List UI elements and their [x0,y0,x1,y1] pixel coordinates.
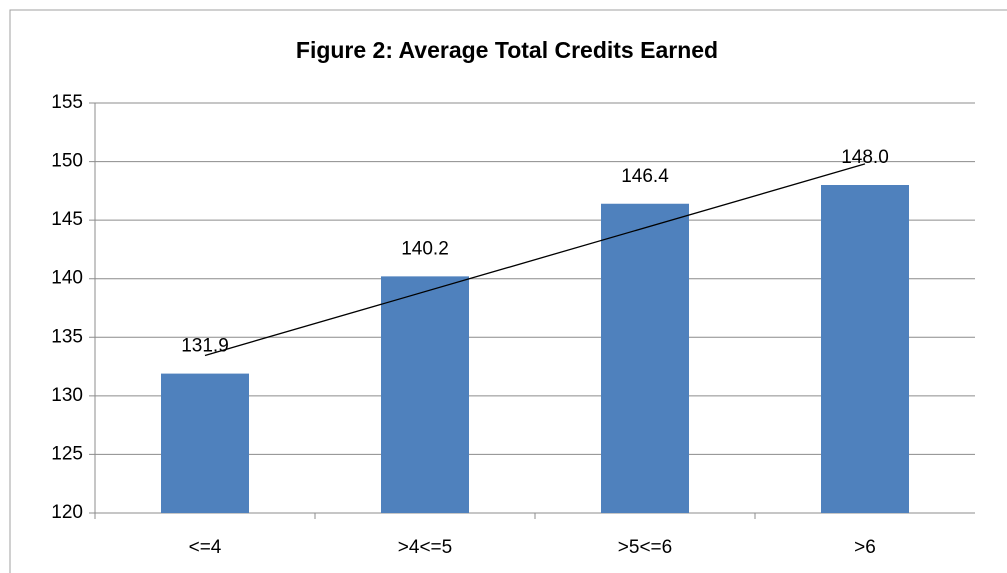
bar [381,276,469,513]
data-label: 146.4 [621,166,669,187]
x-tick-label: >4<=5 [398,537,452,558]
y-tick-label: 125 [51,443,83,464]
y-tick-label: 145 [51,209,83,230]
y-tick-label: 140 [51,268,83,289]
x-tick-label: >5<=6 [618,537,672,558]
trendline [204,163,866,357]
data-label: 131.9 [181,336,229,357]
y-tick-label: 135 [51,326,83,347]
y-tick-label: 150 [51,151,83,172]
bar [821,185,909,513]
y-tick-label: 130 [51,385,83,406]
chart-title: Figure 2: Average Total Credits Earned [296,37,718,63]
y-tick-label: 120 [51,502,83,523]
data-label: 140.2 [401,238,449,259]
x-tick-label: <=4 [189,537,222,558]
data-label: 148.0 [841,147,889,168]
y-tick-label: 155 [51,92,83,113]
x-tick-label: >6 [854,537,876,558]
bar [161,373,249,513]
bar [601,203,689,513]
